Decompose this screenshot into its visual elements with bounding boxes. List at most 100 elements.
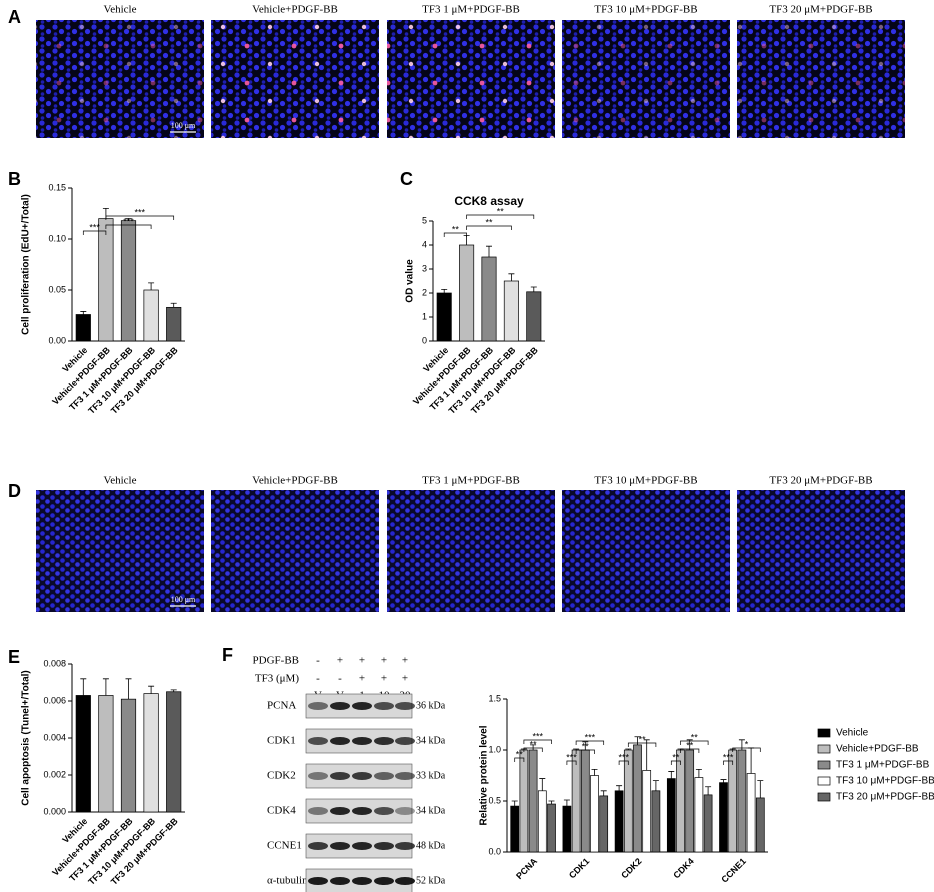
significance-label: **: [672, 752, 680, 762]
error-bar: [148, 685, 155, 694]
protein-size: 33 kDa: [416, 770, 446, 781]
panel-label: B: [8, 169, 21, 189]
blot-band: [395, 842, 415, 850]
blot-band: [374, 702, 394, 710]
bar: [623, 749, 633, 853]
x-tick-label: CDK2: [619, 856, 643, 880]
error-bar: [170, 689, 177, 692]
bar: [580, 749, 590, 853]
y-tick-label: 0.10: [48, 233, 66, 243]
bar: [459, 244, 475, 342]
bar: [143, 289, 159, 342]
error-bar: [686, 739, 693, 750]
error-bar: [591, 768, 598, 776]
scale-bar-label: 100 μm: [171, 595, 196, 604]
error-bar: [511, 800, 518, 807]
y-tick-label: 0.006: [43, 695, 66, 705]
significance-bracket: [523, 747, 543, 752]
y-tick-label: 0.002: [43, 769, 66, 779]
legend-swatch: [817, 744, 831, 754]
image-title: TF3 10 μM+PDGF-BB: [594, 4, 697, 16]
bar: [728, 749, 738, 853]
significance-bracket: [523, 739, 552, 744]
significance-bracket: [670, 760, 681, 765]
error-bar: [530, 744, 537, 750]
error-bar: [720, 779, 727, 783]
bar: [614, 790, 624, 853]
error-bar: [125, 678, 132, 700]
significance-bracket: [82, 230, 107, 235]
bar: [666, 778, 676, 853]
protein-size: 48 kDa: [416, 840, 446, 851]
bar: [519, 749, 529, 853]
significance-label: **: [485, 217, 493, 227]
y-axis-label: Cell proliferation (EdU+/Total): [21, 194, 32, 335]
protein-label: PCNA: [267, 700, 296, 712]
bar: [590, 775, 599, 853]
y-axis-label: Cell apoptosis (Tunel+/Total): [21, 670, 32, 805]
image-title: Vehicle: [104, 475, 137, 487]
protein-size: 36 kDa: [416, 700, 446, 711]
bar: [694, 777, 704, 853]
significance-label: *: [745, 739, 749, 749]
image-title: Vehicle+PDGF-BB: [252, 4, 338, 16]
significance-bracket: [105, 224, 152, 229]
significance-bracket: [514, 757, 525, 762]
blot-sign: -: [316, 673, 320, 685]
legend-swatch: [817, 792, 831, 802]
error-bar: [80, 678, 87, 696]
legend-swatch: [817, 728, 831, 738]
y-tick-label: 5: [422, 215, 427, 225]
y-tick-label: 0.05: [48, 284, 66, 294]
protein-label: CDK4: [267, 805, 296, 817]
legend-label: TF3 1 μM+PDGF-BB: [836, 760, 930, 771]
significance-label: ***: [723, 752, 734, 762]
blot-band: [308, 737, 328, 745]
bar: [528, 749, 538, 853]
bar: [98, 695, 114, 813]
blot-band: [330, 737, 350, 745]
error-bar: [548, 800, 555, 805]
significance-label: ***: [585, 732, 596, 742]
blot-band: [395, 737, 415, 745]
protein-size: 34 kDa: [416, 735, 446, 746]
blot-band: [395, 702, 415, 710]
bar: [537, 790, 547, 853]
panel-label: D: [8, 481, 21, 501]
error-bar: [625, 748, 632, 750]
bar: [120, 698, 137, 813]
x-tick-label: CCNE1: [719, 856, 748, 885]
blot-sign: +: [337, 655, 343, 667]
micrograph-signal: [36, 20, 204, 138]
significance-label: ***: [566, 752, 577, 762]
blot-band: [330, 702, 350, 710]
blot-band: [330, 877, 350, 885]
y-tick-label: 1: [422, 311, 427, 321]
error-bar: [125, 218, 132, 221]
significance-label: ***: [89, 222, 100, 232]
error-bar: [102, 678, 109, 696]
image-title: TF3 20 μM+PDGF-BB: [769, 475, 872, 487]
y-tick-label: 0.008: [43, 658, 66, 668]
panel-label: E: [8, 647, 20, 667]
significance-bracket: [575, 749, 595, 754]
blot-band: [374, 772, 394, 780]
blot-band: [330, 842, 350, 850]
blot-sign: +: [381, 655, 387, 667]
micrograph-signal: [562, 20, 730, 138]
bar: [746, 773, 756, 853]
significance-label: **: [497, 206, 505, 216]
significance-bracket: [466, 214, 535, 219]
legend-swatch: [817, 776, 831, 786]
significance-bracket: [723, 760, 734, 765]
significance-bracket: [680, 748, 700, 753]
blot-sign: -: [316, 655, 320, 667]
micrograph: [562, 490, 730, 612]
significance-bracket: [105, 215, 175, 220]
significance-label: ***: [532, 731, 543, 741]
blot-band: [374, 842, 394, 850]
bar: [737, 749, 747, 853]
bar: [75, 695, 91, 813]
chart-title: CCK8 assay: [454, 194, 524, 208]
